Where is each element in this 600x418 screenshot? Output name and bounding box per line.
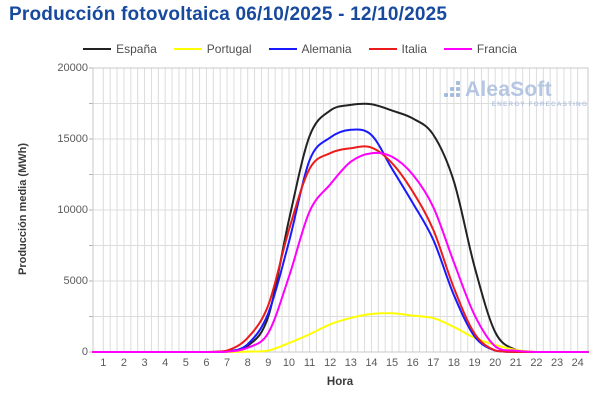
- legend-swatch: [173, 48, 202, 50]
- legend-swatch: [443, 48, 472, 50]
- x-tick-label: 2: [120, 357, 127, 369]
- aleasoft-logo-text: AleaSoft: [465, 78, 552, 101]
- y-tick-label: 5000: [63, 275, 88, 287]
- legend-label: España: [116, 42, 157, 56]
- legend-label: Alemania: [301, 42, 352, 56]
- x-tick-label: 10: [282, 357, 296, 369]
- logo-dot: [456, 87, 460, 91]
- logo-dot: [456, 93, 460, 97]
- legend-swatch: [268, 48, 297, 50]
- chart-title: Producción fotovoltaica 06/10/2025 - 12/…: [9, 4, 448, 25]
- x-tick-label: 4: [162, 357, 169, 369]
- x-tick-label: 6: [203, 357, 210, 369]
- y-tick-label: 10000: [57, 204, 88, 216]
- series-line-alemania: [92, 128, 589, 353]
- legend-label: Italia: [401, 42, 427, 56]
- x-tick-label: 9: [265, 357, 272, 369]
- legend-item-alemania: Alemania: [268, 42, 352, 56]
- legend-item-españa: España: [83, 43, 157, 55]
- x-tick-label: 5: [182, 357, 189, 369]
- x-tick-label: 19: [468, 357, 481, 369]
- legend-item-francia: Francia: [443, 42, 517, 56]
- legend-label: Portugal: [206, 42, 252, 56]
- plot-border: [92, 67, 589, 353]
- logo-dot: [456, 81, 460, 85]
- x-tick-label: 22: [530, 357, 543, 369]
- x-tick-label: 13: [344, 357, 357, 369]
- logo-dot: [444, 93, 448, 97]
- x-tick-label: 1: [100, 357, 107, 369]
- y-tick-label: 0: [81, 346, 88, 358]
- x-tick-label: 7: [224, 357, 231, 369]
- aleasoft-tagline: ENERGY FORECASTING: [491, 101, 588, 108]
- series-line-españa: [92, 102, 589, 353]
- legend-label: Francia: [476, 42, 517, 56]
- y-axis-title: Producción media (MWh): [17, 143, 29, 275]
- x-tick-label: 17: [427, 357, 440, 369]
- x-tick-label: 23: [550, 357, 564, 369]
- x-tick-label: 15: [385, 357, 399, 369]
- series-line-francia: [92, 151, 589, 353]
- x-tick-label: 21: [509, 357, 522, 369]
- x-tick-label: 11: [303, 357, 316, 369]
- legend-item-italia: Italia: [368, 42, 427, 56]
- x-axis-title: Hora: [326, 376, 354, 388]
- y-tick-label: 20000: [57, 62, 88, 74]
- x-tick-label: 18: [447, 357, 461, 369]
- x-tick-label: 12: [324, 357, 337, 369]
- chart-legend: España Portugal Alemania Italia Francia: [0, 40, 600, 58]
- aleasoft-watermark: AleaSoft ENERGY FORECASTING: [444, 79, 589, 108]
- legend-swatch: [368, 48, 397, 50]
- x-tick-label: 14: [365, 357, 378, 369]
- y-tick-label: 15000: [57, 133, 88, 145]
- legend-swatch: [83, 48, 112, 50]
- series-line-portugal: [92, 312, 589, 353]
- logo-dot: [450, 87, 454, 91]
- x-tick-label: 24: [571, 357, 584, 369]
- x-tick-label: 20: [489, 357, 502, 369]
- aleasoft-logo-dots: [444, 81, 461, 98]
- x-tick-label: 16: [406, 357, 419, 369]
- logo-dot: [450, 93, 454, 97]
- x-tick-label: 3: [141, 357, 148, 369]
- legend-item-portugal: Portugal: [173, 42, 252, 56]
- x-tick-label: 8: [244, 357, 251, 369]
